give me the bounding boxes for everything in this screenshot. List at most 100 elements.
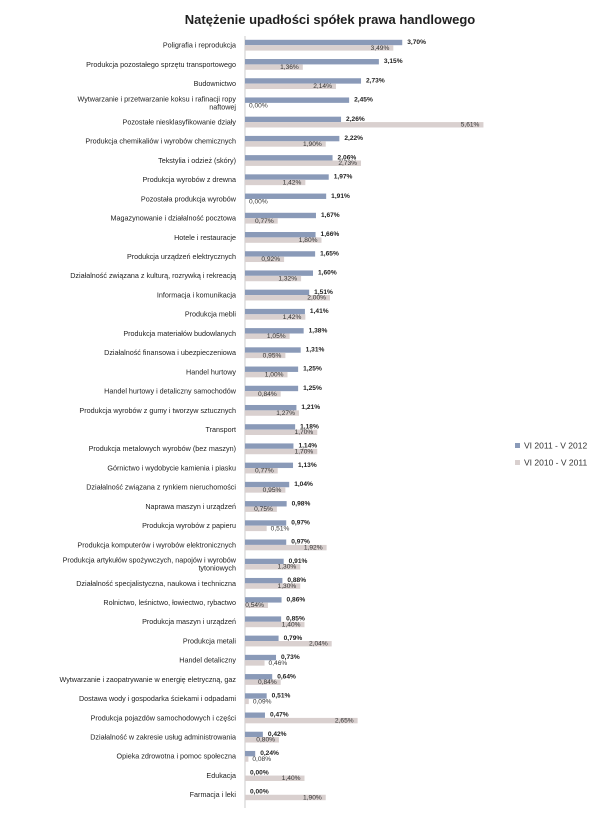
bar-series-2 <box>245 295 330 301</box>
category-label: Produkcja pojazdów samochodowych i częśc… <box>91 713 237 722</box>
data-label-series-1: 1,66% <box>321 231 340 238</box>
bar-series-1 <box>245 712 265 718</box>
data-label-series-2: 2,65% <box>335 718 354 725</box>
category-label: Działalność specjalistyczna, naukowa i t… <box>76 579 236 588</box>
data-label-series-1: 0,85% <box>286 616 305 623</box>
bar-series-1 <box>245 520 287 526</box>
data-label-series-1: 2,73% <box>366 77 385 84</box>
data-label-series-2: 0,80% <box>256 737 275 744</box>
data-label-series-1: 1,18% <box>300 423 319 430</box>
data-label-series-1: 0,47% <box>270 712 289 719</box>
category-label: Magazynowanie i działalność pocztowa <box>111 214 236 223</box>
category-label: Działalność finansowa i ubezpieczeniowa <box>104 348 236 357</box>
data-label-series-1: 1,04% <box>294 481 313 488</box>
bar-series-1 <box>245 193 327 199</box>
data-label-series-1: 0,91% <box>289 558 308 565</box>
data-label-series-1: 0,86% <box>287 596 306 603</box>
bar-series-1 <box>245 270 313 276</box>
data-label-series-2: 0,08% <box>252 756 271 763</box>
bar-series-1 <box>245 97 350 103</box>
data-label-series-2: 0,77% <box>255 218 274 225</box>
bar-series-2 <box>245 621 305 628</box>
data-label-series-1: 0,42% <box>268 731 287 738</box>
bar-series-2 <box>245 564 301 570</box>
category-label: Edukacja <box>206 771 236 780</box>
bar-series-2 <box>245 717 358 724</box>
category-label: Działalność związana z rynkiem nieruchom… <box>86 483 236 492</box>
data-label-series-1: 1,67% <box>321 212 340 219</box>
data-label-series-2: 0,95% <box>263 487 282 494</box>
data-label-series-1: 0,79% <box>284 635 303 642</box>
chart-title: Natężenie upadłości spółek prawa handlow… <box>184 12 476 27</box>
category-label: Farmacja i leki <box>190 790 237 799</box>
category-label: Pozostała produkcja wyrobów <box>141 194 237 203</box>
bar-series-2 <box>245 487 286 493</box>
bar-series-1 <box>245 750 256 757</box>
bar-series-1 <box>245 404 297 411</box>
data-label-series-2: 0,54% <box>245 602 264 609</box>
bar-series-1 <box>245 78 362 84</box>
data-label-series-1: 2,06% <box>338 154 357 161</box>
bar-series-1 <box>245 635 279 642</box>
data-label-series-2: 0,84% <box>258 679 277 686</box>
data-label-series-2: 1,42% <box>283 179 302 186</box>
data-label-series-2: 0,00% <box>249 102 268 109</box>
bar-series-1 <box>245 481 290 488</box>
data-label-series-2: 1,70% <box>295 448 314 455</box>
category-label: Informacja i komunikacja <box>157 290 236 299</box>
bar-series-2 <box>245 83 336 90</box>
data-label-series-1: 1,41% <box>310 308 329 315</box>
data-label-series-2: 1,27% <box>276 410 295 417</box>
data-label-series-2: 0,00% <box>249 199 268 206</box>
data-label-series-2: 1,05% <box>267 333 286 340</box>
category-label: Produkcja chemikaliów i wyrobów chemiczn… <box>85 137 236 146</box>
bar-series-1 <box>245 328 304 334</box>
bar-series-2 <box>245 352 286 359</box>
bar-series-1 <box>245 59 379 65</box>
bar-series-1 <box>245 424 296 430</box>
bar-series-2 <box>245 737 279 743</box>
bar-series-1 <box>245 539 287 545</box>
category-label: Działalność w zakresie usług administrow… <box>90 733 236 742</box>
data-label-series-2: 5,61% <box>461 122 480 129</box>
bar-series-2 <box>245 468 278 474</box>
bar-series-1 <box>245 501 287 507</box>
bar-series-1 <box>245 135 340 142</box>
data-label-series-1: 0,73% <box>281 654 300 661</box>
data-label-series-1: 1,65% <box>320 250 339 257</box>
data-label-series-1: 0,97% <box>291 520 310 527</box>
data-label-series-2: 2,00% <box>307 295 326 302</box>
data-label-series-2: 0,84% <box>258 391 277 398</box>
data-label-series-1: 1,97% <box>334 174 353 181</box>
bar-series-1 <box>245 347 301 353</box>
bar-series-2 <box>245 506 277 512</box>
bar-series-1 <box>245 462 294 469</box>
bar-series-1 <box>245 251 316 257</box>
category-label: Handel hurtowy i detaliczny samochodów <box>104 387 237 396</box>
bar-series-1 <box>245 616 282 622</box>
data-label-series-2: 0,95% <box>263 352 282 359</box>
legend-entry: VI 2011 - V 2012 <box>524 441 587 451</box>
bar-series-2 <box>245 641 332 647</box>
category-label: Poligrafia i reprodukcja <box>163 41 236 50</box>
bar-series-1 <box>245 116 342 123</box>
data-label-series-2: 1,42% <box>283 314 302 321</box>
bar-series-1 <box>245 731 263 738</box>
data-label-series-2: 1,00% <box>265 372 284 379</box>
category-label: Wytwarzanie i zaopatrywanie w energię el… <box>59 675 236 684</box>
data-label-series-2: 0,09% <box>253 698 272 705</box>
bar-series-1 <box>245 155 333 161</box>
bar-series-1 <box>245 232 316 238</box>
bar-series-2 <box>245 429 318 435</box>
data-label-series-1: 2,26% <box>346 116 365 123</box>
data-label-series-1: 1,31% <box>306 347 325 354</box>
bar-series-2 <box>245 756 249 762</box>
data-label-series-2: 3,49% <box>371 45 390 52</box>
bar-series-1 <box>245 674 273 680</box>
category-label: Produkcja mebli <box>185 310 237 319</box>
data-label-series-1: 2,45% <box>354 97 373 104</box>
bar-series-2 <box>245 679 281 685</box>
category-label: Górnictwo i wydobycie kamienia i piasku <box>107 463 236 472</box>
category-label: Handel hurtowy <box>186 367 236 376</box>
category-label: Dostawa wody i gospodarka ściekami i odp… <box>79 694 236 703</box>
